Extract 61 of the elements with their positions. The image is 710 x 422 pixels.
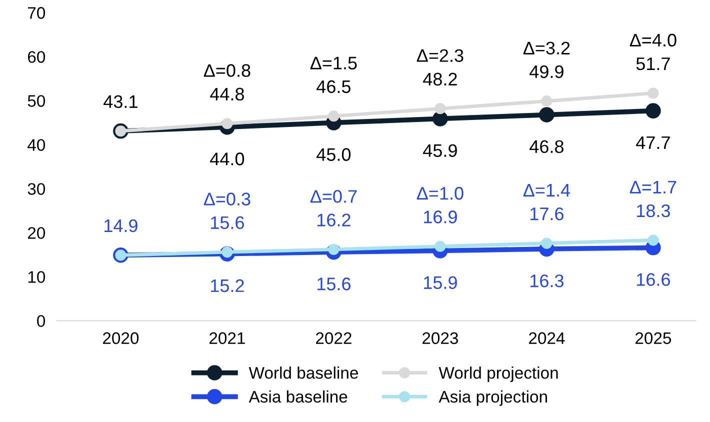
point (648, 88, 659, 99)
y-tick-label: 0 (37, 315, 46, 327)
point (222, 118, 233, 130)
data-label: 17.6 (530, 207, 564, 220)
y-tick-label: 40 (28, 139, 46, 151)
legend-label: World baseline (248, 366, 358, 379)
annotation: Δ=2.3 (416, 49, 464, 62)
data-label: 45.0 (316, 148, 351, 161)
annotation: Δ=3.2 (523, 42, 570, 54)
y-tick-label: 30 (28, 183, 46, 195)
point (646, 103, 661, 118)
data-label: 44.8 (210, 88, 244, 101)
data-label: 16.6 (637, 273, 670, 286)
data-label: 16.2 (318, 214, 350, 226)
data-label: 16.3 (530, 274, 564, 288)
x-tick-label: 2024 (529, 332, 565, 344)
y-tick-label: 10 (28, 271, 46, 283)
legend-label: Asia projection (438, 390, 547, 406)
point (539, 107, 554, 122)
x-tick-label: 2021 (210, 332, 245, 344)
annotation: Δ=0.3 (204, 192, 250, 206)
annotation: Δ=1.5 (310, 56, 357, 70)
annotation: Δ=0.7 (310, 190, 357, 203)
data-label: 45.9 (423, 144, 457, 157)
point (434, 103, 446, 114)
x-tick-label: 2025 (636, 332, 672, 344)
point (434, 240, 446, 252)
y-tick-label: 50 (28, 95, 46, 107)
data-label: 14.9 (104, 219, 138, 232)
data-label: 43.1 (104, 95, 138, 108)
annotation: Δ=4.0 (630, 34, 676, 47)
data-label: 47.7 (636, 136, 670, 149)
annotation: Δ=0.8 (204, 64, 250, 77)
data-label: 15.2 (211, 279, 244, 292)
legend-label: Asia baseline (248, 390, 348, 403)
point (328, 110, 340, 122)
annotation: Δ=1.4 (523, 184, 570, 196)
x-tick-label: 2023 (422, 332, 458, 344)
y-tick-label: 70 (28, 7, 46, 19)
point (648, 234, 659, 246)
legend-label: World projection (438, 366, 558, 382)
y-tick-label: 20 (28, 227, 46, 239)
data-label: 49.9 (530, 65, 564, 78)
x-tick-label: 2022 (316, 332, 352, 344)
data-label: 51.7 (636, 58, 670, 70)
data-label: 18.3 (637, 204, 670, 218)
point (432, 111, 448, 126)
data-label: 46.5 (316, 80, 351, 94)
y-tick-label: 60 (28, 51, 46, 63)
data-label: 15.9 (424, 276, 457, 290)
annotation: Δ=1.7 (630, 180, 676, 194)
x-tick-label: 2020 (103, 332, 139, 344)
data-label: 44.0 (210, 152, 244, 166)
data-label: 48.2 (423, 72, 457, 86)
point (541, 96, 552, 107)
data-label: 15.6 (211, 216, 244, 230)
data-label: 46.8 (530, 140, 564, 154)
data-label: 16.9 (424, 210, 457, 224)
point (541, 238, 552, 249)
annotation: Δ=1.0 (416, 186, 464, 200)
data-label: 15.6 (318, 278, 350, 290)
